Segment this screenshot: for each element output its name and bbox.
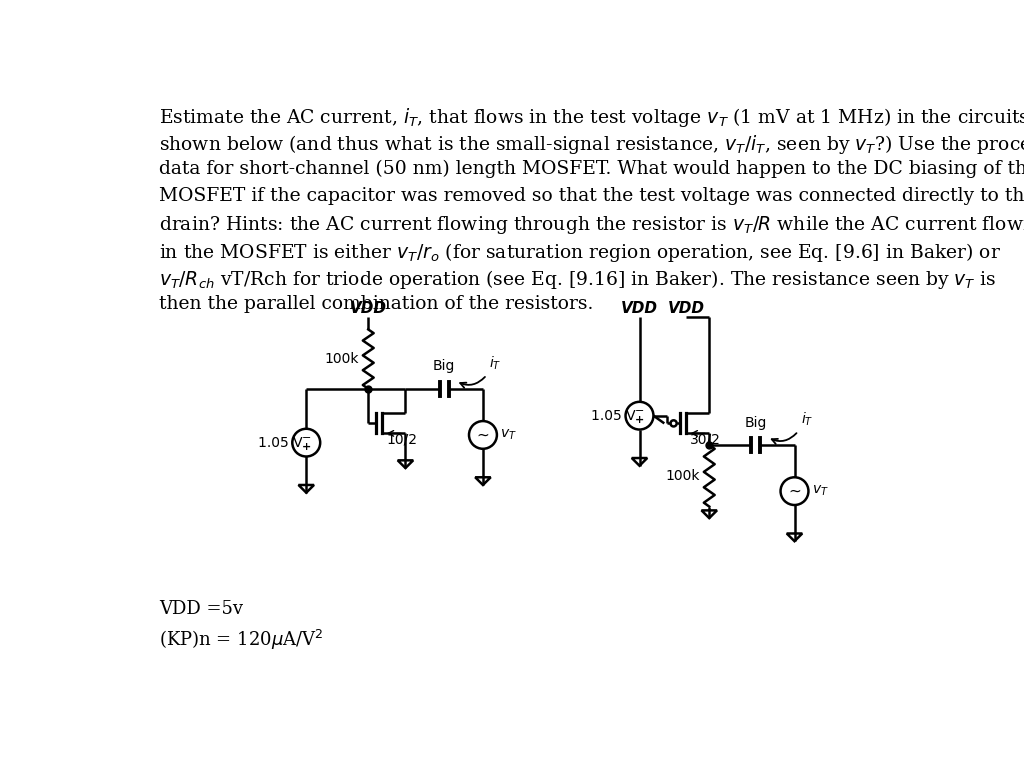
Text: 1.05 V: 1.05 V bbox=[258, 435, 302, 450]
Text: Big: Big bbox=[744, 415, 767, 430]
Text: in the MOSFET is either $v_T/r_o$ (for saturation region operation, see Eq. [9.6: in the MOSFET is either $v_T/r_o$ (for s… bbox=[159, 241, 1001, 264]
Text: −: − bbox=[301, 433, 311, 443]
Text: 100k: 100k bbox=[666, 469, 700, 483]
Text: +: + bbox=[302, 442, 311, 452]
Text: Big: Big bbox=[433, 359, 456, 373]
Text: $v_T$: $v_T$ bbox=[812, 484, 828, 498]
Text: drain? Hints: the AC current flowing through the resistor is $v_T/R$ while the A: drain? Hints: the AC current flowing thr… bbox=[159, 214, 1024, 236]
Text: (KP)n = 120$\mu$A/V$^2$: (KP)n = 120$\mu$A/V$^2$ bbox=[159, 628, 324, 651]
Text: VDD: VDD bbox=[668, 301, 705, 315]
Text: MOSFET if the capacitor was removed so that the test voltage was connected direc: MOSFET if the capacitor was removed so t… bbox=[159, 187, 1024, 205]
Text: Estimate the AC current, $i_T$, that flows in the test voltage $v_T$ (1 mV at 1 : Estimate the AC current, $i_T$, that flo… bbox=[159, 106, 1024, 129]
Text: 1.05 V: 1.05 V bbox=[591, 408, 636, 423]
Text: VDD: VDD bbox=[621, 301, 658, 315]
Text: data for short-channel (50 nm) length MOSFET. What would happen to the DC biasin: data for short-channel (50 nm) length MO… bbox=[159, 160, 1024, 178]
Text: 30/2: 30/2 bbox=[690, 433, 721, 447]
Text: ~: ~ bbox=[788, 484, 801, 498]
Text: $i_T$: $i_T$ bbox=[489, 355, 502, 371]
Text: VDD =5v: VDD =5v bbox=[159, 601, 243, 618]
Text: shown below (and thus what is the small-signal resistance, $v_T/i_T$, seen by $v: shown below (and thus what is the small-… bbox=[159, 133, 1024, 156]
Text: −: − bbox=[635, 406, 644, 416]
Text: $i_T$: $i_T$ bbox=[801, 411, 813, 428]
Text: +: + bbox=[635, 415, 644, 425]
Text: then the parallel combination of the resistors.: then the parallel combination of the res… bbox=[159, 295, 593, 313]
Text: 10/2: 10/2 bbox=[386, 433, 417, 447]
Text: $v_T/R_{ch}$ vT/Rch for triode operation (see Eq. [9.16] in Baker). The resistan: $v_T/R_{ch}$ vT/Rch for triode operation… bbox=[159, 268, 996, 291]
Text: $v_T$: $v_T$ bbox=[500, 428, 517, 442]
Text: ~: ~ bbox=[476, 428, 489, 442]
Text: VDD: VDD bbox=[350, 301, 387, 315]
Text: 100k: 100k bbox=[325, 351, 359, 366]
